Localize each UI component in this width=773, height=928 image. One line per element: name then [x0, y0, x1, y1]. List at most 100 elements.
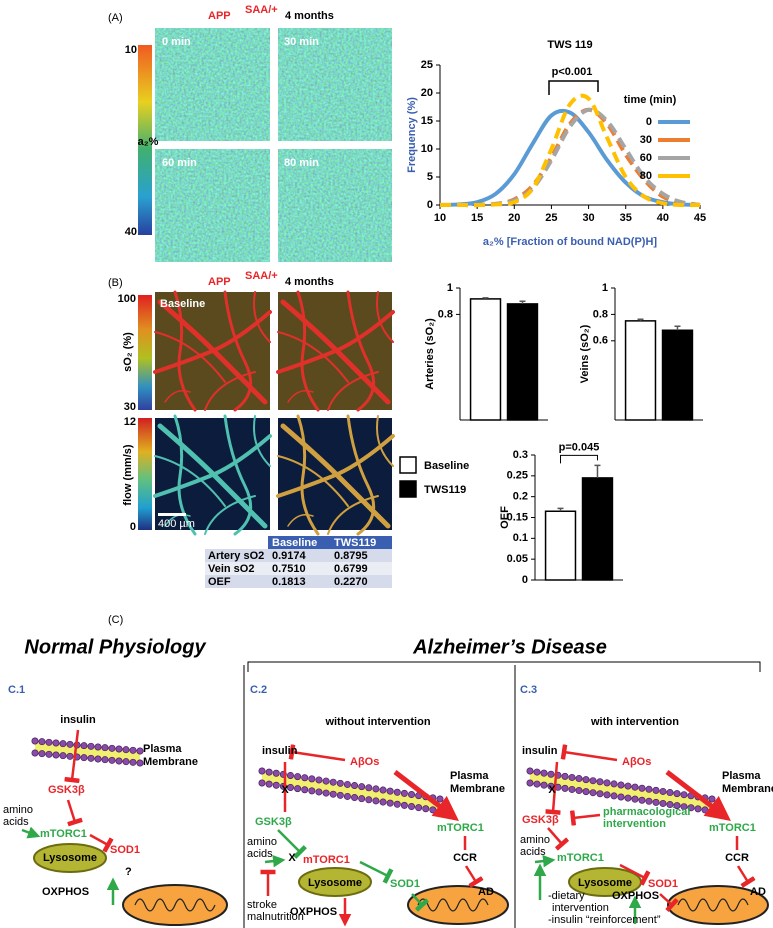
bar	[624, 320, 657, 421]
x-tick-label: 25	[545, 212, 557, 224]
lipid-head	[336, 791, 344, 799]
legend-label: 30	[640, 134, 652, 146]
lipid-head	[80, 742, 88, 750]
colorbar-bottom: 0	[130, 521, 136, 533]
significance-bracket	[560, 454, 598, 464]
node: GSK3β	[522, 814, 559, 826]
lipid-head	[429, 806, 437, 814]
lipid-head	[136, 747, 144, 755]
lipid-head	[393, 800, 401, 808]
node: Lysosome	[578, 877, 632, 889]
y-tick-label: 20	[421, 87, 433, 99]
lipid-head	[673, 802, 681, 810]
arrow	[534, 854, 556, 868]
lipid-head	[45, 738, 53, 746]
lipid-head	[582, 788, 590, 796]
lipid-head	[365, 796, 373, 804]
section-label: C.2	[250, 684, 267, 696]
error-bar	[519, 300, 526, 304]
colorbar-label: sO₂ (%)	[122, 332, 134, 372]
y-tick-label: 1	[447, 282, 453, 294]
arrow	[264, 854, 286, 868]
lipid-head	[526, 767, 534, 775]
inhibition	[66, 799, 83, 827]
lipid-head	[87, 742, 95, 750]
lipid-head	[568, 773, 576, 781]
table-cell: 0.9174	[272, 550, 307, 562]
lipid-head	[652, 798, 660, 806]
node: mTORC1	[40, 828, 87, 840]
lipid-head	[582, 776, 590, 784]
y-tick-label: 10	[421, 143, 433, 155]
inhibition	[464, 865, 484, 888]
subtitle: with intervention	[590, 716, 679, 728]
scale-bar-label: 400 µm	[158, 518, 195, 530]
inhibition	[619, 863, 651, 886]
lipid-head	[379, 798, 387, 806]
colorbar-bottom: 40	[125, 226, 137, 238]
block-mark: X	[281, 784, 289, 796]
lysosome	[298, 867, 372, 897]
micrographs	[155, 28, 392, 262]
lipid-head	[101, 744, 109, 752]
y-tick-label: 25	[421, 59, 433, 71]
lipid-head	[101, 756, 109, 764]
node: CCR	[453, 852, 477, 864]
y-axis-label: Arteries (sO₂)	[424, 318, 436, 390]
lipid-head	[115, 757, 123, 765]
inhibition	[277, 829, 307, 859]
inhibition	[569, 810, 601, 826]
arrow	[21, 826, 41, 839]
inhibition	[547, 827, 570, 851]
node: AβOs	[350, 756, 379, 768]
lipid-head	[603, 791, 611, 799]
y-axis-label: Veins (sO₂)	[579, 324, 591, 383]
lipid-head	[436, 795, 444, 803]
diagram-arrows	[21, 729, 756, 927]
image	[155, 28, 270, 141]
node: CCR	[725, 852, 749, 864]
image	[278, 28, 392, 141]
lipid-head	[568, 785, 576, 793]
section-title: Alzheimer’s Disease	[412, 636, 607, 658]
node: GSK3β	[48, 784, 85, 796]
lipid-head	[343, 792, 351, 800]
node: Plasma	[143, 743, 182, 755]
lipid-head	[358, 783, 366, 791]
x-axis-label: a₂% [Fraction of bound NAD(P)H]	[483, 236, 657, 248]
node: insulin	[60, 714, 96, 726]
lipid-head	[66, 752, 74, 760]
node: amino	[247, 836, 277, 848]
table-header-cell: Baseline	[272, 537, 317, 549]
membrane-core	[35, 742, 140, 762]
lipid-head	[540, 781, 548, 789]
annotation: p<0.001	[552, 66, 593, 78]
node: mTORC1	[303, 854, 350, 866]
y-tick-label: 1	[602, 282, 608, 294]
lipid-head	[358, 795, 366, 803]
node: OXPHOS	[612, 890, 659, 902]
node: OXPHOS	[290, 906, 337, 918]
lipid-head	[673, 790, 681, 798]
lipid-head	[372, 785, 380, 793]
colorbar-label: flow (mm/s)	[122, 444, 134, 505]
colorbar-top: 12	[124, 416, 136, 428]
lipid-head	[351, 794, 359, 802]
table	[205, 536, 392, 588]
section-label: C.1	[8, 684, 25, 696]
inhibition	[89, 833, 114, 853]
lipid-head	[386, 787, 394, 795]
x-tick-label: 15	[471, 212, 483, 224]
y-tick-label: 0	[522, 574, 528, 586]
y-tick-label: 0.8	[593, 308, 608, 320]
node: stroke	[247, 899, 277, 911]
node: Membrane	[722, 783, 773, 795]
lipid-head	[365, 784, 373, 792]
y-tick-label: 0.8	[438, 308, 453, 320]
lipid-head	[122, 746, 130, 754]
lipid-head	[80, 754, 88, 762]
y-tick-label: 0	[427, 199, 433, 211]
legend-label: 80	[640, 170, 652, 182]
node: insulin	[522, 745, 558, 757]
bar	[661, 329, 694, 421]
